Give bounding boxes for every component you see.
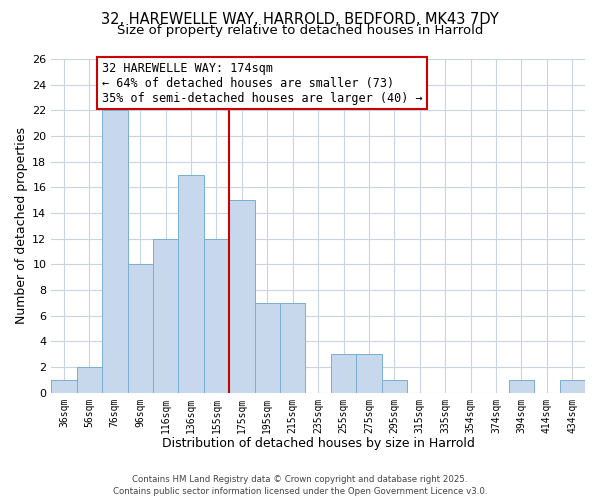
Bar (280, 303, 305, 392)
Bar (229, 200, 254, 392)
Bar (102, 110, 128, 392)
Bar (77, 367, 102, 392)
Text: 32 HAREWELLE WAY: 174sqm
← 64% of detached houses are smaller (73)
35% of semi-d: 32 HAREWELLE WAY: 174sqm ← 64% of detach… (102, 62, 423, 104)
Text: 32, HAREWELLE WAY, HARROLD, BEDFORD, MK43 7DY: 32, HAREWELLE WAY, HARROLD, BEDFORD, MK4… (101, 12, 499, 28)
Bar (356, 354, 382, 393)
Y-axis label: Number of detached properties: Number of detached properties (15, 128, 28, 324)
Bar (204, 238, 229, 392)
X-axis label: Distribution of detached houses by size in Harrold: Distribution of detached houses by size … (162, 437, 475, 450)
Bar (51, 380, 77, 392)
Bar (382, 380, 407, 392)
Text: Contains HM Land Registry data © Crown copyright and database right 2025.
Contai: Contains HM Land Registry data © Crown c… (113, 475, 487, 496)
Bar (153, 238, 178, 392)
Bar (128, 264, 153, 392)
Bar (254, 303, 280, 392)
Bar (178, 174, 204, 392)
Text: Size of property relative to detached houses in Harrold: Size of property relative to detached ho… (117, 24, 483, 37)
Bar (331, 354, 356, 393)
Bar (509, 380, 534, 392)
Bar (560, 380, 585, 392)
